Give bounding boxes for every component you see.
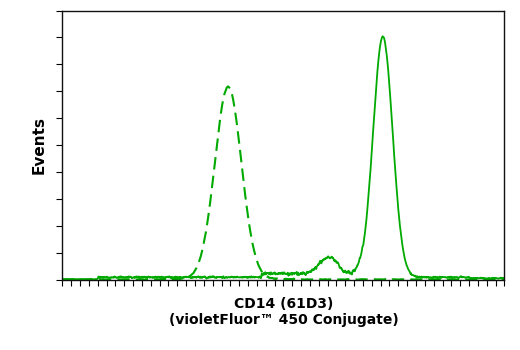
Y-axis label: Events: Events: [32, 116, 47, 174]
X-axis label: CD14 (61D3)
(violetFluor™ 450 Conjugate): CD14 (61D3) (violetFluor™ 450 Conjugate): [168, 297, 398, 327]
